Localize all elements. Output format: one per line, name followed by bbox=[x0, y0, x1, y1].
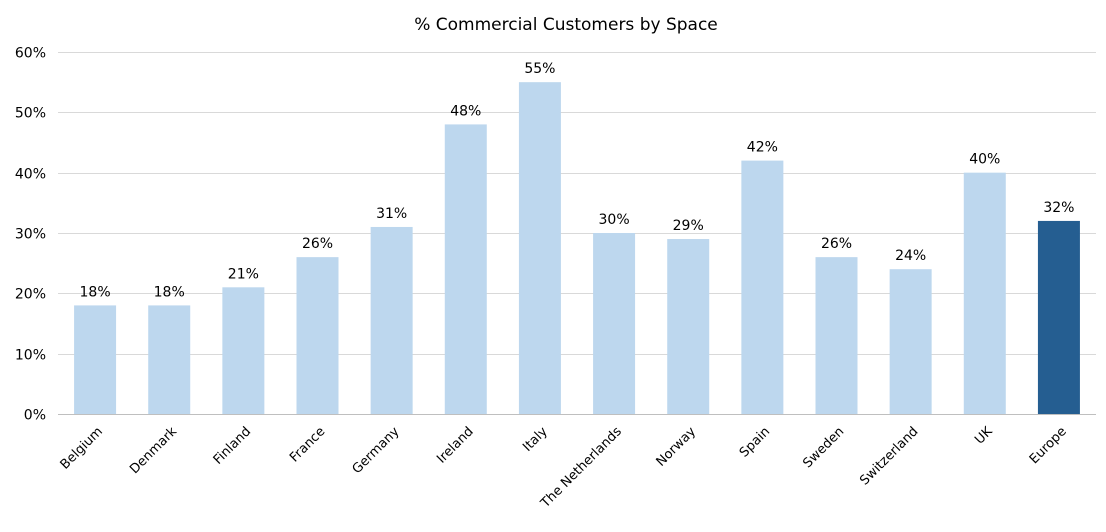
x-category-label: UK bbox=[972, 424, 996, 448]
bar bbox=[370, 226, 413, 414]
y-tick-label: 50% bbox=[15, 106, 46, 122]
data-label: 48% bbox=[450, 103, 481, 119]
data-label: 40% bbox=[969, 152, 1000, 168]
bar bbox=[593, 233, 636, 414]
bar bbox=[889, 269, 932, 414]
x-category-label: Belgium bbox=[58, 424, 106, 472]
data-label: 29% bbox=[673, 218, 704, 234]
x-category-label: Ireland bbox=[434, 424, 476, 466]
data-labels: 18% 18% 21% 26% 31% 48% 55% 30% 29% 42% 26% 24% 40% 3… bbox=[80, 61, 1075, 300]
y-axis-ticks: 0% 10% 20% 30% 40% 50% 60% bbox=[15, 46, 46, 424]
x-category-label: Finland bbox=[211, 424, 254, 467]
x-category-label: Italy bbox=[520, 424, 551, 455]
bar bbox=[667, 239, 710, 414]
data-label: 31% bbox=[376, 206, 407, 222]
data-label: 18% bbox=[80, 284, 111, 300]
bar bbox=[296, 257, 339, 414]
x-category-label: Europe bbox=[1027, 424, 1070, 467]
bar bbox=[1037, 220, 1080, 414]
bar bbox=[815, 257, 858, 414]
x-category-label: Germany bbox=[350, 424, 403, 477]
y-tick-label: 20% bbox=[15, 287, 46, 303]
gridlines bbox=[58, 52, 1096, 415]
y-tick-label: 0% bbox=[24, 408, 46, 424]
x-category-label: Switzerland bbox=[857, 424, 921, 488]
data-label: 32% bbox=[1043, 200, 1074, 216]
bar bbox=[518, 82, 561, 415]
bar bbox=[222, 287, 265, 414]
data-label: 24% bbox=[895, 248, 926, 264]
y-tick-label: 60% bbox=[15, 46, 46, 62]
y-tick-label: 10% bbox=[15, 348, 46, 364]
bar bbox=[74, 305, 117, 414]
data-label: 26% bbox=[821, 236, 852, 252]
data-label: 18% bbox=[154, 284, 185, 300]
x-category-label: Norway bbox=[654, 424, 700, 470]
x-category-label: Denmark bbox=[127, 424, 180, 477]
bars bbox=[74, 82, 1080, 415]
bar bbox=[148, 305, 191, 414]
x-category-label: The Netherlands bbox=[538, 424, 626, 512]
data-label: 21% bbox=[228, 266, 259, 282]
x-category-label: Spain bbox=[737, 424, 773, 460]
y-tick-label: 30% bbox=[15, 227, 46, 243]
data-label: 42% bbox=[747, 140, 778, 156]
data-label: 55% bbox=[524, 61, 555, 77]
x-category-label: France bbox=[287, 424, 328, 465]
bar bbox=[741, 160, 784, 414]
x-category-label: Sweden bbox=[800, 424, 847, 471]
chart-title: % Commercial Customers by Space bbox=[414, 15, 718, 35]
y-tick-label: 40% bbox=[15, 167, 46, 183]
bar bbox=[444, 124, 487, 415]
data-label: 30% bbox=[599, 212, 630, 228]
bar bbox=[963, 172, 1006, 414]
data-label: 26% bbox=[302, 236, 333, 252]
x-axis-categories: Belgium Denmark Finland France Germany Irelan… bbox=[58, 424, 1070, 512]
